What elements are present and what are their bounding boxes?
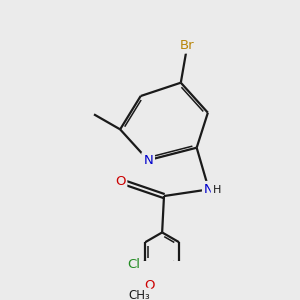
Text: Br: Br xyxy=(180,39,195,52)
Text: H: H xyxy=(212,185,221,195)
Text: N: N xyxy=(204,183,214,196)
Text: CH₃: CH₃ xyxy=(128,290,150,300)
Text: N: N xyxy=(143,154,153,167)
Text: O: O xyxy=(115,175,125,188)
Text: O: O xyxy=(144,279,154,292)
Text: Cl: Cl xyxy=(127,258,140,271)
